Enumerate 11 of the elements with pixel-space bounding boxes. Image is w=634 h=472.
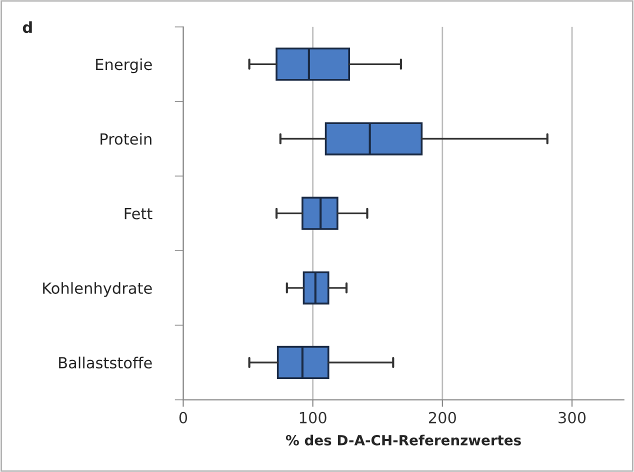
- y-tick-label: Kohlenhydrate: [43, 282, 152, 297]
- y-tick-label: Protein: [100, 132, 152, 145]
- text: d: [22, 21, 32, 34]
- x-tick-label: 100: [300, 412, 326, 424]
- x-axis-title: % des D-A-CH-Referenzwertes: [286, 434, 521, 446]
- y-tick-label: Fett: [124, 208, 152, 220]
- y-tick-label: Energie: [96, 58, 152, 74]
- y-tick-label: Ballaststoffe: [59, 356, 152, 369]
- x-tick-label: 300: [558, 412, 586, 424]
- x-tick-label: 200: [428, 412, 456, 424]
- x-tick-label: 0: [179, 412, 188, 424]
